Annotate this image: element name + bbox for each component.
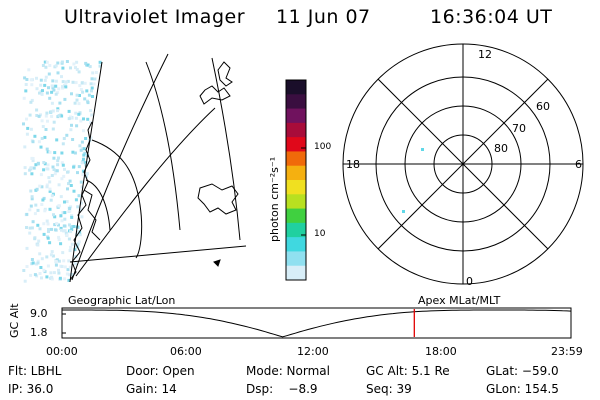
parallel-line (69, 245, 247, 263)
info-glon: GLon: 154.5 (486, 382, 559, 396)
lat-label-80: 80 (494, 142, 508, 155)
info-gain: Gain: 14 (126, 382, 177, 396)
colorbar (285, 79, 307, 281)
uv-emission-pixel (421, 148, 424, 151)
colorbar-segment (286, 180, 306, 195)
lat-label-70: 70 (512, 122, 526, 135)
altitude-curve (62, 309, 572, 338)
map-projection-title: Geographic Lat/Lon (68, 294, 176, 307)
info-dsp: Dsp: −8.9 (246, 382, 318, 396)
colorbar-segment (286, 208, 306, 224)
mlt-label-6: 6 (575, 158, 582, 171)
timeline-frame (61, 307, 572, 339)
xtick-label: 00:00 (46, 345, 78, 358)
colorbar-segment (286, 194, 306, 210)
uv-emission-pixels (22, 60, 102, 283)
xtick-label: 12:00 (297, 345, 329, 358)
info-filter: Flt: LBHL (8, 364, 62, 378)
colorbar-segment (286, 94, 306, 110)
colorbar-segment (286, 265, 306, 281)
colorbar-segment (286, 251, 306, 267)
parallel-line (91, 139, 143, 259)
info-glat: GLat: −59.0 (486, 364, 559, 378)
lat-label-60: 60 (536, 100, 550, 113)
colorbar-tick-label: 10 (314, 229, 326, 239)
xtick-label: 18:00 (425, 345, 457, 358)
coastline (213, 259, 221, 267)
meridian-line (211, 57, 241, 241)
coastline (83, 189, 101, 241)
info-door: Door: Open (126, 364, 195, 378)
polar-axis (377, 78, 549, 250)
info-gc-alt: GC Alt: 5.1 Re (366, 364, 450, 378)
uv-emission-pixel (402, 210, 405, 213)
parallel-line (85, 179, 111, 231)
colorbar-segment (286, 137, 306, 152)
polar-coordinate-title: Apex MLat/MLT (418, 294, 501, 307)
xtick-label: 23:59 (551, 345, 583, 358)
meridian-line (145, 61, 181, 231)
colorbar-segment (286, 108, 306, 124)
coastline (217, 61, 233, 87)
info-seq: Seq: 39 (366, 382, 412, 396)
colorbar-segment (286, 222, 306, 238)
instrument-title: Ultraviolet Imager (64, 6, 246, 28)
timeline-plot (61, 307, 572, 339)
colorbar-tick-label: 100 (314, 142, 332, 152)
info-ip: IP: 36.0 (8, 382, 54, 396)
colorbar-unit-label: photon cm⁻²s⁻¹ (268, 156, 281, 242)
coastline (69, 121, 93, 281)
date-label: 11 Jun 07 (276, 6, 371, 28)
coastline (199, 85, 231, 105)
polar-plot (342, 43, 584, 285)
colorbar-segment (286, 151, 306, 167)
mlt-label-0: 0 (466, 275, 473, 288)
time-label: 16:36:04 UT (430, 6, 553, 28)
meridian-line (71, 53, 169, 281)
colorbar-segment (286, 237, 306, 252)
timeline-ylabel: GC Alt (8, 303, 21, 338)
info-mode: Mode: Normal (246, 364, 330, 378)
colorbar-segment (286, 80, 306, 95)
colorbar-frame (285, 79, 307, 281)
xtick-label: 06:00 (170, 345, 202, 358)
mlt-label-12: 12 (478, 48, 492, 61)
timeline-ymax: 9.0 (30, 307, 48, 320)
meridian-line (75, 107, 216, 277)
colorbar-segment (286, 122, 306, 138)
coastline (197, 183, 239, 215)
timeline-ymin: 1.8 (30, 326, 48, 339)
colorbar-segment (286, 165, 306, 181)
mlt-label-18: 18 (346, 158, 360, 171)
geographic-map (22, 53, 247, 283)
